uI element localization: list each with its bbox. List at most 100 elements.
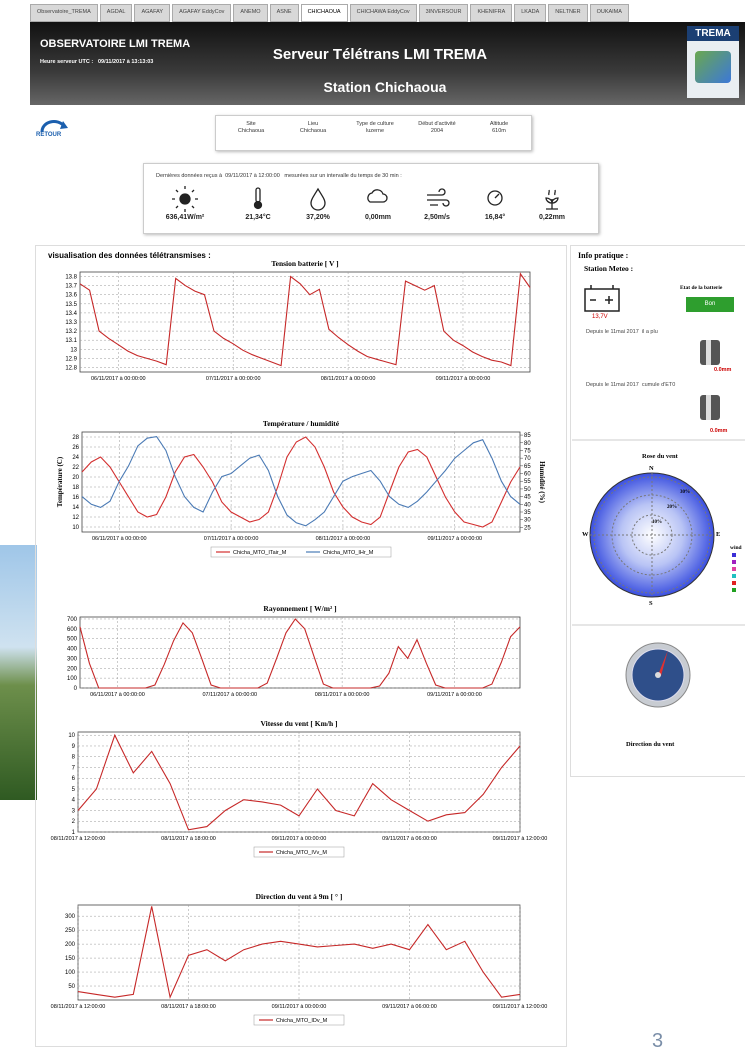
cloud-icon bbox=[368, 190, 387, 202]
y2-tick-label: 80 bbox=[524, 441, 531, 447]
page: Observatoire_TREMAAGDALAGAFAYAGAFAY Eddy… bbox=[0, 0, 745, 1049]
plot-area bbox=[80, 617, 520, 688]
y-tick-label: 50 bbox=[68, 984, 75, 990]
y-tick-label: 10 bbox=[68, 733, 75, 739]
y-tick-label: 28 bbox=[72, 435, 79, 441]
y2-tick-label: 40 bbox=[524, 502, 531, 508]
gauge-needle bbox=[495, 194, 499, 198]
x-tick-label: 09/11/2017 à 06:00:00 bbox=[382, 836, 437, 842]
x-tick-label: 09/11/2017 à 00:00:00 bbox=[427, 692, 482, 698]
chart-title: Vitesse du vent [ Km/h ] bbox=[260, 719, 337, 728]
x-tick-label: 06/11/2017 à 00:00:00 bbox=[90, 692, 145, 698]
x-tick-label: 09/11/2017 à 00:00:00 bbox=[272, 1004, 327, 1010]
y-tick-label: 2 bbox=[72, 819, 76, 825]
y-tick-label: 13.7 bbox=[65, 284, 77, 290]
thermometer-bulb bbox=[255, 202, 262, 209]
x-tick-label: 09/11/2017 à 00:00:00 bbox=[427, 536, 482, 542]
y-tick-label: 200 bbox=[65, 942, 76, 948]
rose-ring-label: 10% bbox=[652, 520, 662, 525]
y-axis-label: Température (C) bbox=[56, 456, 64, 507]
battery-state-label: Etat de la batterie bbox=[680, 285, 722, 291]
x-tick-label: 09/11/2017 à 00:00:00 bbox=[436, 376, 491, 382]
y-tick-label: 700 bbox=[67, 617, 78, 623]
y-tick-label: 13.5 bbox=[65, 302, 77, 308]
y2-tick-label: 85 bbox=[524, 433, 531, 439]
rose-title: Rose du vent bbox=[642, 453, 678, 460]
chart-title: Tension batterie [ V ] bbox=[271, 259, 338, 268]
legend-label: Chicha_MTO_IHr_M bbox=[323, 550, 374, 556]
y2-tick-label: 25 bbox=[524, 525, 531, 531]
info-title-text: Info pratique : bbox=[578, 251, 628, 260]
y-tick-label: 9 bbox=[72, 744, 76, 750]
y-tick-label: 500 bbox=[67, 637, 78, 643]
info-title: Info pratique : bbox=[578, 251, 628, 260]
rose-west: W bbox=[582, 531, 589, 538]
thermometer-icon bbox=[256, 188, 260, 202]
swatch bbox=[732, 560, 736, 564]
x-tick-label: 06/11/2017 à 00:00:00 bbox=[92, 536, 147, 542]
rose-south: S bbox=[649, 600, 653, 607]
chart-title: Température / humidité bbox=[263, 419, 340, 428]
x-tick-label: 09/11/2017 à 00:00:00 bbox=[272, 836, 327, 842]
y-tick-label: 13 bbox=[70, 347, 77, 353]
x-tick-label: 07/11/2017 à 00:00:00 bbox=[204, 536, 259, 542]
rose-north: N bbox=[649, 465, 654, 472]
y-tick-label: 10 bbox=[72, 525, 79, 531]
y2-tick-label: 65 bbox=[524, 464, 531, 470]
y-tick-label: 14 bbox=[72, 505, 79, 511]
x-tick-label: 08/11/2017 à 18:00:00 bbox=[161, 1004, 216, 1010]
chart-title: Direction du vent à 9m [ ° ] bbox=[256, 892, 343, 901]
y-tick-label: 13.2 bbox=[65, 329, 77, 335]
rain-label: Depuis le 11mai 2017 il a plu bbox=[586, 329, 658, 335]
y-tick-label: 0 bbox=[74, 686, 78, 692]
rose-east: E bbox=[716, 531, 720, 538]
battery-icon bbox=[585, 285, 619, 311]
y-tick-label: 300 bbox=[65, 914, 76, 920]
compass-pivot bbox=[655, 672, 661, 678]
wind-icon bbox=[427, 189, 449, 206]
x-tick-label: 08/11/2017 à 18:00:00 bbox=[161, 836, 216, 842]
et0-icon bbox=[546, 190, 558, 209]
y2-tick-label: 55 bbox=[524, 479, 531, 485]
y-tick-label: 300 bbox=[67, 656, 78, 662]
swatch bbox=[732, 581, 736, 585]
y-tick-label: 8 bbox=[72, 755, 76, 761]
rain-value: 0.0mm bbox=[714, 367, 731, 373]
x-tick-label: 08/11/2017 à 12:00:00 bbox=[51, 1004, 106, 1010]
y2-tick-label: 35 bbox=[524, 510, 531, 516]
x-tick-label: 07/11/2017 à 00:00:00 bbox=[202, 692, 257, 698]
y-tick-label: 13.3 bbox=[65, 320, 77, 326]
y2-axis-label: Humidité (%) bbox=[538, 461, 546, 503]
drawing: Tension batterie [ V ]12.812.91313.113.2… bbox=[0, 0, 745, 1049]
sun-icon bbox=[180, 194, 190, 204]
y-tick-label: 13.4 bbox=[65, 311, 77, 317]
rose-ring-label: 30% bbox=[680, 490, 690, 495]
rose-ring-label: 20% bbox=[667, 505, 677, 510]
x-tick-label: 09/11/2017 à 12:00:00 bbox=[493, 1004, 548, 1010]
y-tick-label: 200 bbox=[67, 666, 78, 672]
y-tick-label: 600 bbox=[67, 627, 78, 633]
x-tick-label: 08/11/2017 à 00:00:00 bbox=[321, 376, 376, 382]
x-tick-label: 08/11/2017 à 00:00:00 bbox=[316, 536, 371, 542]
rain-gauge-shine bbox=[706, 340, 711, 365]
et0-value: 0.0mm bbox=[710, 428, 727, 434]
battery-signs bbox=[590, 285, 613, 304]
legend-label: Chicha_MTO_IVv_M bbox=[276, 850, 327, 856]
swatch bbox=[732, 553, 736, 557]
y2-tick-label: 70 bbox=[524, 456, 531, 462]
y2-tick-label: 60 bbox=[524, 472, 531, 478]
x-tick-label: 06/11/2017 à 00:00:00 bbox=[91, 376, 146, 382]
y-tick-label: 26 bbox=[72, 445, 79, 451]
rose-legend-swatches bbox=[732, 553, 736, 592]
swatch bbox=[732, 574, 736, 578]
info-station-text: Station Meteo : bbox=[584, 264, 633, 273]
y-tick-label: 150 bbox=[65, 956, 76, 962]
y-tick-label: 250 bbox=[65, 928, 76, 934]
x-tick-label: 09/11/2017 à 12:00:00 bbox=[493, 836, 548, 842]
chart-title: Rayonnement [ W/m² ] bbox=[263, 604, 336, 613]
y-tick-label: 12 bbox=[72, 515, 79, 521]
et0-gauge-shine bbox=[706, 395, 711, 420]
y-tick-label: 24 bbox=[72, 455, 79, 461]
y2-tick-label: 45 bbox=[524, 495, 531, 501]
y-tick-label: 100 bbox=[65, 970, 76, 976]
